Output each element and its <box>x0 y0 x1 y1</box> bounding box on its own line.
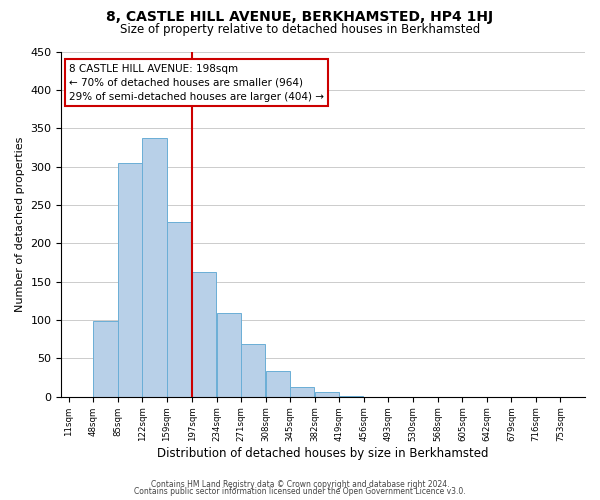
Bar <box>94 321 118 397</box>
Text: 8 CASTLE HILL AVENUE: 198sqm
← 70% of detached houses are smaller (964)
29% of s: 8 CASTLE HILL AVENUE: 198sqm ← 70% of de… <box>69 64 324 102</box>
Y-axis label: Number of detached properties: Number of detached properties <box>15 136 25 312</box>
Bar <box>217 313 241 397</box>
Bar <box>167 222 192 397</box>
Bar <box>340 396 364 397</box>
Bar <box>142 138 167 397</box>
Text: 8, CASTLE HILL AVENUE, BERKHAMSTED, HP4 1HJ: 8, CASTLE HILL AVENUE, BERKHAMSTED, HP4 … <box>106 10 494 24</box>
Text: Contains public sector information licensed under the Open Government Licence v3: Contains public sector information licen… <box>134 487 466 496</box>
Text: Contains HM Land Registry data © Crown copyright and database right 2024.: Contains HM Land Registry data © Crown c… <box>151 480 449 489</box>
Bar <box>315 392 339 397</box>
X-axis label: Distribution of detached houses by size in Berkhamsted: Distribution of detached houses by size … <box>157 447 489 460</box>
Bar <box>266 371 290 397</box>
Text: Size of property relative to detached houses in Berkhamsted: Size of property relative to detached ho… <box>120 22 480 36</box>
Bar <box>192 272 217 397</box>
Bar <box>118 163 142 397</box>
Bar <box>290 387 314 397</box>
Bar <box>241 344 265 397</box>
